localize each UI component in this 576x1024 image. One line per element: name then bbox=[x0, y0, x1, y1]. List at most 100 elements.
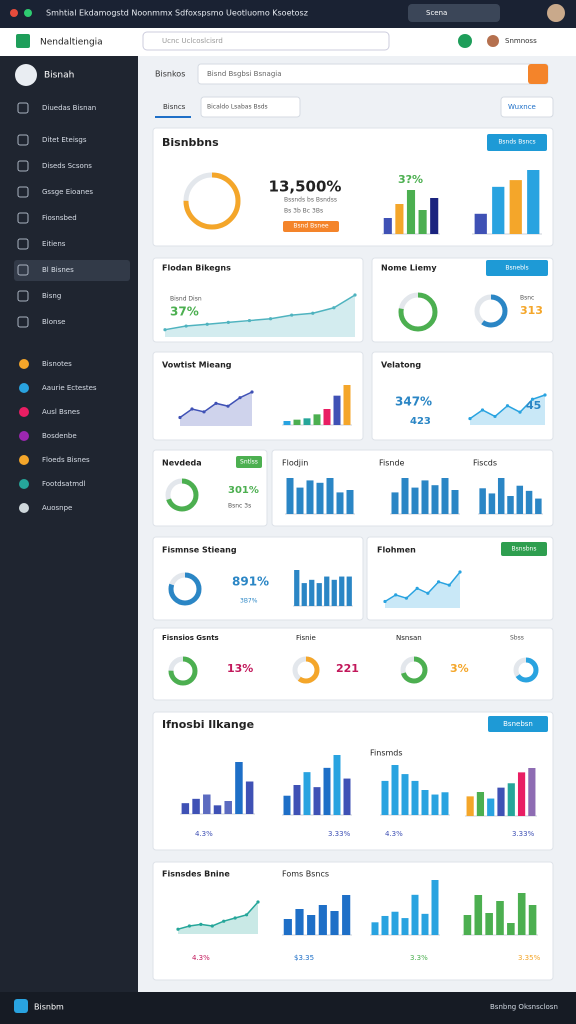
card-text: Sbss bbox=[510, 635, 524, 642]
bar bbox=[323, 767, 331, 815]
sidebar-group[interactable]: Ausl Bsnes bbox=[42, 408, 80, 416]
bar bbox=[430, 198, 439, 234]
sidebar-group[interactable]: Bosdenbe bbox=[42, 432, 77, 440]
card-text: 347% bbox=[395, 395, 432, 409]
card bbox=[152, 711, 554, 851]
app-search[interactable] bbox=[142, 31, 390, 51]
bar bbox=[306, 480, 314, 514]
sidebar-avatar bbox=[15, 64, 37, 86]
bar bbox=[479, 488, 486, 514]
point bbox=[530, 397, 535, 401]
sidebar-icon bbox=[17, 316, 29, 328]
card-text: Fisnsios Gsnts bbox=[162, 634, 219, 642]
sidebar-item[interactable]: Diseds Scsons bbox=[42, 162, 92, 170]
bar bbox=[431, 485, 439, 514]
point bbox=[518, 410, 522, 414]
browser-search[interactable] bbox=[408, 4, 500, 22]
point bbox=[543, 393, 547, 397]
area bbox=[385, 572, 460, 608]
bar bbox=[418, 210, 427, 234]
card-text: Bsnc 3s bbox=[228, 503, 251, 510]
card bbox=[152, 257, 364, 343]
card-text: 4.3% bbox=[195, 830, 213, 838]
point bbox=[205, 322, 209, 326]
button[interactable] bbox=[501, 542, 547, 556]
point bbox=[426, 591, 430, 595]
point bbox=[415, 586, 419, 590]
bar bbox=[441, 792, 449, 815]
sidebar-item[interactable]: Bl Bisnes bbox=[42, 266, 74, 274]
bar bbox=[343, 385, 351, 425]
sidebar-item[interactable]: Eitiens bbox=[42, 240, 66, 248]
bar bbox=[333, 755, 341, 815]
dropdown[interactable] bbox=[200, 96, 301, 118]
sidebar-group-icon bbox=[19, 383, 29, 393]
browser-avatar[interactable] bbox=[547, 4, 565, 22]
sidebar-group[interactable]: Auosnpe bbox=[42, 504, 72, 512]
card-text: 3.33% bbox=[512, 830, 535, 838]
sidebar-item[interactable]: Gssge Eioanes bbox=[42, 188, 93, 196]
sidebar-item[interactable]: Diuedas Bisnan bbox=[42, 104, 96, 112]
button[interactable] bbox=[487, 134, 547, 151]
button[interactable] bbox=[488, 716, 548, 732]
sidebar-group[interactable]: Bisnotes bbox=[42, 360, 72, 368]
area bbox=[165, 295, 355, 337]
bar bbox=[371, 922, 379, 935]
donut-arc bbox=[165, 478, 199, 512]
button[interactable] bbox=[486, 260, 548, 276]
point bbox=[332, 306, 336, 310]
card-text: 4.3% bbox=[192, 954, 210, 962]
card-text: Bsnebsn bbox=[503, 720, 533, 728]
notification-icon[interactable] bbox=[458, 34, 472, 48]
button[interactable] bbox=[283, 221, 339, 232]
bar bbox=[401, 478, 409, 514]
bar bbox=[286, 478, 294, 514]
point bbox=[458, 570, 462, 574]
bar bbox=[330, 911, 339, 935]
donut-arc bbox=[400, 656, 428, 684]
point bbox=[163, 328, 167, 332]
bar bbox=[517, 772, 526, 816]
point bbox=[202, 410, 206, 414]
bar bbox=[463, 915, 472, 935]
card-text: 221 bbox=[336, 662, 359, 675]
user-avatar[interactable] bbox=[487, 35, 499, 47]
point bbox=[394, 593, 398, 597]
sidebar-group[interactable]: Footdsatmdl bbox=[42, 480, 85, 488]
point bbox=[184, 324, 188, 328]
card-text: Bisnd Disn bbox=[170, 296, 202, 303]
bar bbox=[391, 765, 399, 815]
sidebar-group[interactable]: Floeds Bisnes bbox=[42, 456, 90, 464]
point bbox=[493, 414, 497, 419]
bar bbox=[181, 803, 190, 814]
card-text: 13% bbox=[227, 662, 253, 675]
point bbox=[226, 320, 230, 324]
sidebar-item[interactable]: Bisng bbox=[42, 292, 61, 300]
tab[interactable]: Bisncs bbox=[163, 103, 186, 111]
sidebar-icon bbox=[17, 186, 29, 198]
dropdown[interactable] bbox=[500, 96, 554, 118]
donut-arc bbox=[292, 656, 320, 684]
point bbox=[178, 415, 182, 420]
bar bbox=[303, 772, 311, 815]
card-text: Bsnsbns bbox=[512, 546, 537, 553]
card bbox=[366, 536, 554, 621]
dropdown-text: Bicaldo Lsabas Bsds bbox=[207, 104, 268, 111]
bar bbox=[507, 783, 515, 816]
search-button[interactable] bbox=[528, 64, 548, 84]
tab-underline bbox=[155, 116, 191, 118]
sidebar-icon bbox=[17, 264, 29, 276]
sidebar-item[interactable]: Ditet Eteisgs bbox=[42, 136, 87, 144]
card-text: Velatong bbox=[381, 361, 421, 370]
bar bbox=[528, 768, 536, 816]
sidebar-item[interactable]: Fiosnsbed bbox=[42, 214, 77, 222]
button[interactable] bbox=[236, 456, 262, 468]
sidebar-group[interactable]: Aaurie Ectestes bbox=[42, 384, 97, 392]
point bbox=[187, 924, 192, 928]
bar bbox=[507, 496, 514, 514]
bar bbox=[421, 913, 429, 935]
bar bbox=[192, 798, 200, 814]
point bbox=[247, 318, 252, 323]
sidebar-item[interactable]: Blonse bbox=[42, 318, 65, 326]
bar bbox=[411, 487, 419, 514]
